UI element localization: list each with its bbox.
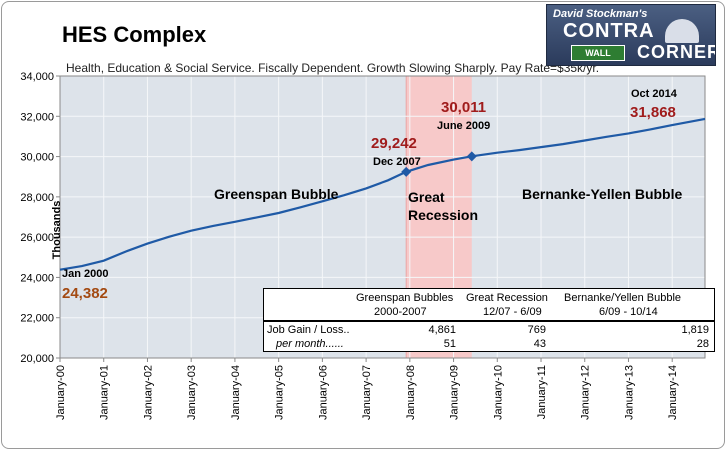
x-tick-label: January-03	[186, 365, 198, 420]
wall-street-sign-icon: WALL	[571, 45, 625, 61]
logo-word-contra: CONTRA	[563, 20, 655, 42]
x-tick-label: January-02	[142, 365, 154, 420]
row-per-month-recession: 43	[533, 338, 546, 350]
annotation-dec2007-date: Dec 2007	[373, 156, 421, 168]
contra-corner-logo: David Stockman's CONTRA WALL CORNER	[546, 4, 716, 66]
annotation-jun2009-value: 30,011	[441, 99, 486, 116]
annotation-recession-line2: Recession	[408, 207, 478, 223]
y-tick-label: 22,000	[20, 313, 54, 325]
annotation-jun2009-date: June 2009	[437, 120, 490, 132]
x-tick-label: January-08	[405, 365, 417, 420]
x-tick-label: January-11	[536, 365, 548, 419]
x-tick-label: January-10	[492, 365, 504, 420]
row-job-gain-bernanke: 1,819	[681, 324, 709, 336]
col3-header-line1: Bernanke/Yellen Bubble	[564, 292, 682, 304]
y-axis-label: Thousands	[51, 201, 63, 260]
row-job-gain-recession: 769	[527, 324, 546, 336]
x-tick-label: January-14	[667, 365, 679, 420]
col2-header-line1: Great Recession	[466, 292, 548, 304]
chart-subtitle: Health, Education & Social Service. Fisc…	[66, 61, 600, 75]
y-tick-label: 32,000	[20, 111, 54, 123]
row-per-month-label: per month......	[276, 338, 344, 350]
table-divider-double	[264, 321, 714, 322]
y-tick-label: 20,000	[20, 353, 54, 365]
chart-title: HES Complex	[62, 22, 207, 47]
annotation-start-date: Jan 2000	[62, 268, 108, 280]
plot-border	[59, 75, 706, 359]
col1-header-line1: Greenspan Bubbles	[356, 292, 454, 304]
annotation-bernanke: Bernanke-Yellen Bubble	[522, 186, 682, 202]
annotation-start-value: 24,382	[62, 285, 108, 302]
x-tick-label: January-09	[449, 365, 461, 420]
annotation-dec2007-value: 29,242	[371, 135, 417, 152]
logo-word-corner: CORNER	[637, 42, 716, 62]
y-tick-label: 30,000	[20, 152, 54, 164]
table-divider	[264, 320, 714, 321]
col2-header-line2: 12/07 - 6/09	[483, 306, 542, 318]
x-tick-label: January-06	[317, 365, 329, 420]
row-job-gain-label: Job Gain / Loss..	[267, 324, 350, 336]
annotation-greenspan: Greenspan Bubble	[214, 186, 339, 202]
x-tick-label: January-07	[361, 365, 373, 420]
annotation-end-date: Oct 2014	[631, 88, 678, 100]
y-tick-label: 24,000	[20, 272, 54, 284]
x-tick-label: January-04	[230, 365, 242, 420]
col3-header-line2: 6/09 - 10/14	[599, 306, 658, 318]
x-tick-label: January-13	[623, 365, 635, 420]
x-tick-label: January-05	[274, 365, 286, 420]
y-tick-label: 26,000	[20, 232, 54, 244]
row-job-gain-greenspan: 4,861	[428, 324, 456, 336]
diamond-marker	[401, 166, 412, 177]
series-line	[59, 117, 706, 271]
annotation-end-value: 31,868	[630, 104, 676, 121]
y-tick-label: 34,000	[20, 71, 54, 83]
row-per-month-greenspan: 51	[443, 338, 456, 350]
summary-table: Greenspan Bubbles 2000-2007 Great Recess…	[263, 288, 715, 352]
x-tick-label: January-00	[55, 365, 67, 420]
x-tick-label: January-01	[99, 365, 111, 420]
annotation-recession-line1: Great	[408, 189, 445, 205]
diamond-marker	[466, 151, 477, 162]
y-tick-label: 28,000	[20, 192, 54, 204]
logo-byline: David Stockman's	[553, 8, 648, 20]
row-per-month-bernanke: 28	[696, 338, 709, 350]
capitol-dome-icon	[665, 19, 699, 43]
x-tick-label: January-12	[580, 365, 592, 420]
col1-header-line2: 2000-2007	[374, 306, 427, 318]
